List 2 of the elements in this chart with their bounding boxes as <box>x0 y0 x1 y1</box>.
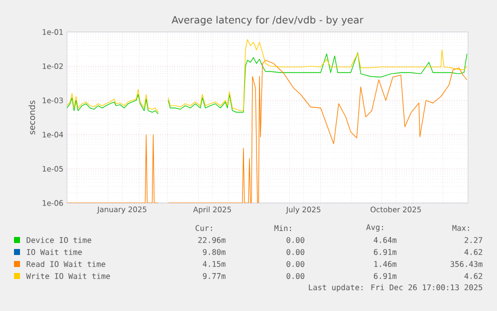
chart-title: Average latency for /dev/vdb - by year <box>172 16 364 26</box>
y-axis-title: seconds <box>28 100 36 134</box>
